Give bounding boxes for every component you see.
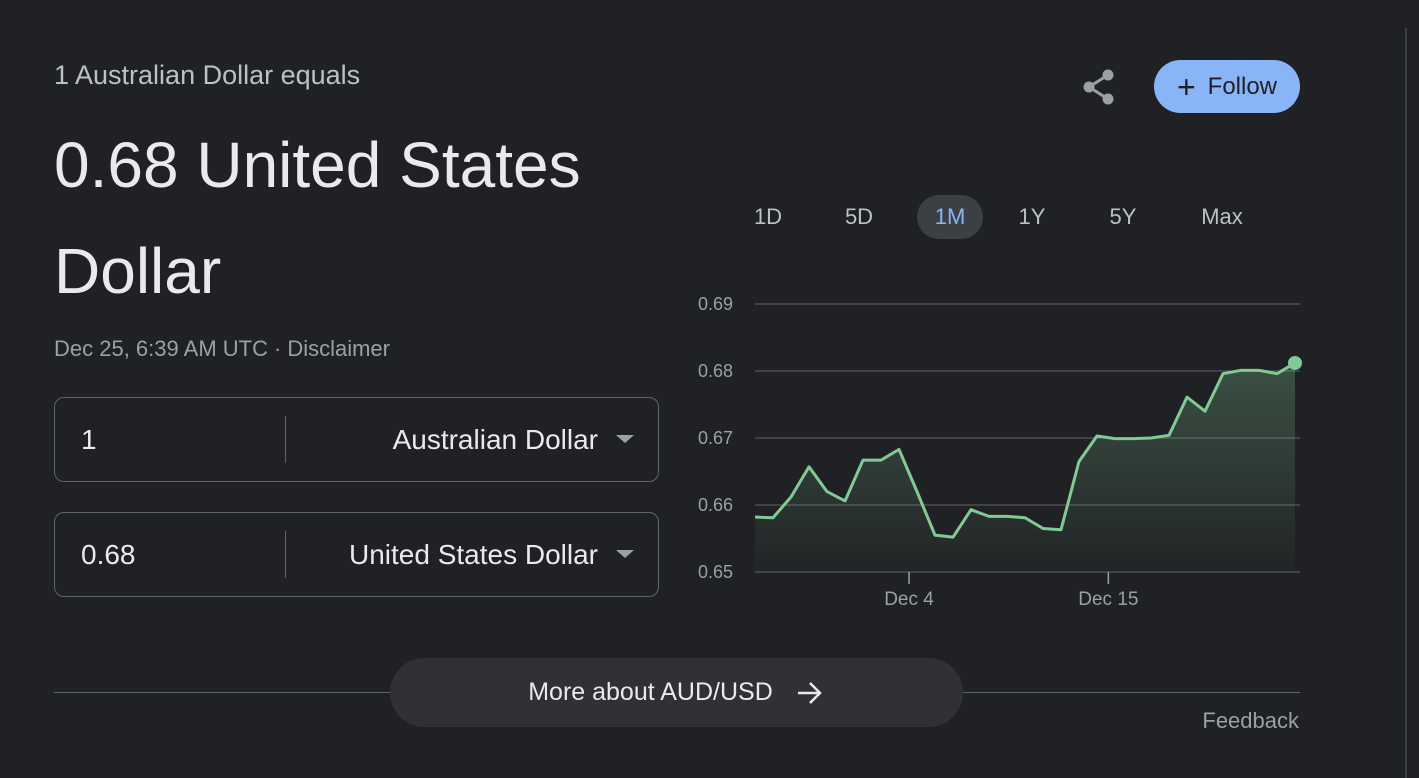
y-tick-label: 0.65	[698, 562, 733, 582]
arrow-right-icon	[797, 681, 822, 704]
from-amount-input[interactable]: 1	[81, 423, 97, 455]
from-currency-select[interactable]: Australian Dollar	[392, 423, 598, 455]
divider-line	[960, 692, 1300, 693]
field-divider	[285, 416, 286, 463]
to-currency-row: 0.68 United States Dollar	[54, 512, 659, 597]
range-tab-1y[interactable]: 1Y	[1018, 204, 1046, 229]
field-divider	[285, 531, 286, 578]
range-tab-1m[interactable]: 1M	[917, 195, 983, 239]
follow-button[interactable]: + Follow	[1154, 60, 1300, 113]
area-fill	[755, 362, 1295, 572]
y-tick-label: 0.69	[698, 294, 733, 314]
separator: ·	[273, 336, 282, 361]
exchange-rate-chart[interactable]: 0.65 0.66 0.67 0.68 0.69 Dec 4 Dec 15	[680, 285, 1310, 615]
conversion-result: 0.68 United States Dollar	[54, 129, 581, 307]
timestamp-line: Dec 25, 6:39 AM UTC · Disclaimer	[54, 336, 390, 362]
x-tick-label: Dec 4	[884, 589, 934, 610]
chevron-down-icon[interactable]	[616, 435, 634, 443]
y-tick-label: 0.66	[698, 495, 733, 515]
x-tick-label: Dec 15	[1078, 589, 1138, 610]
disclaimer-link[interactable]: Disclaimer	[287, 336, 390, 361]
from-currency-row: 1 Australian Dollar	[54, 397, 659, 482]
to-currency-select[interactable]: United States Dollar	[348, 538, 598, 570]
range-tabs: 1D 5D 1M 1Y 5Y Max	[722, 195, 1302, 239]
range-tab-5y[interactable]: 5Y	[1109, 204, 1137, 229]
share-icon[interactable]	[1080, 68, 1118, 106]
y-tick-label: 0.67	[698, 428, 733, 448]
plus-icon: +	[1176, 68, 1196, 105]
more-about-label: More about AUD/USD	[528, 678, 773, 706]
right-divider	[1405, 28, 1407, 778]
timestamp: Dec 25, 6:39 AM UTC	[54, 336, 268, 361]
range-tab-max[interactable]: Max	[1201, 204, 1243, 229]
chevron-down-icon[interactable]	[616, 550, 634, 558]
last-point-marker	[1288, 355, 1302, 370]
y-tick-label: 0.68	[698, 361, 733, 381]
range-tab-1d[interactable]: 1D	[753, 204, 783, 229]
series-line	[754, 361, 1296, 539]
feedback-link[interactable]: Feedback	[1202, 708, 1299, 733]
to-amount-input[interactable]: 0.68	[81, 538, 136, 570]
conversion-subtitle: 1 Australian Dollar equals	[54, 60, 361, 90]
divider-line	[54, 692, 394, 693]
range-tab-5d[interactable]: 5D	[844, 204, 874, 229]
follow-label: Follow	[1207, 72, 1278, 100]
more-about-button[interactable]: More about AUD/USD	[390, 658, 963, 727]
